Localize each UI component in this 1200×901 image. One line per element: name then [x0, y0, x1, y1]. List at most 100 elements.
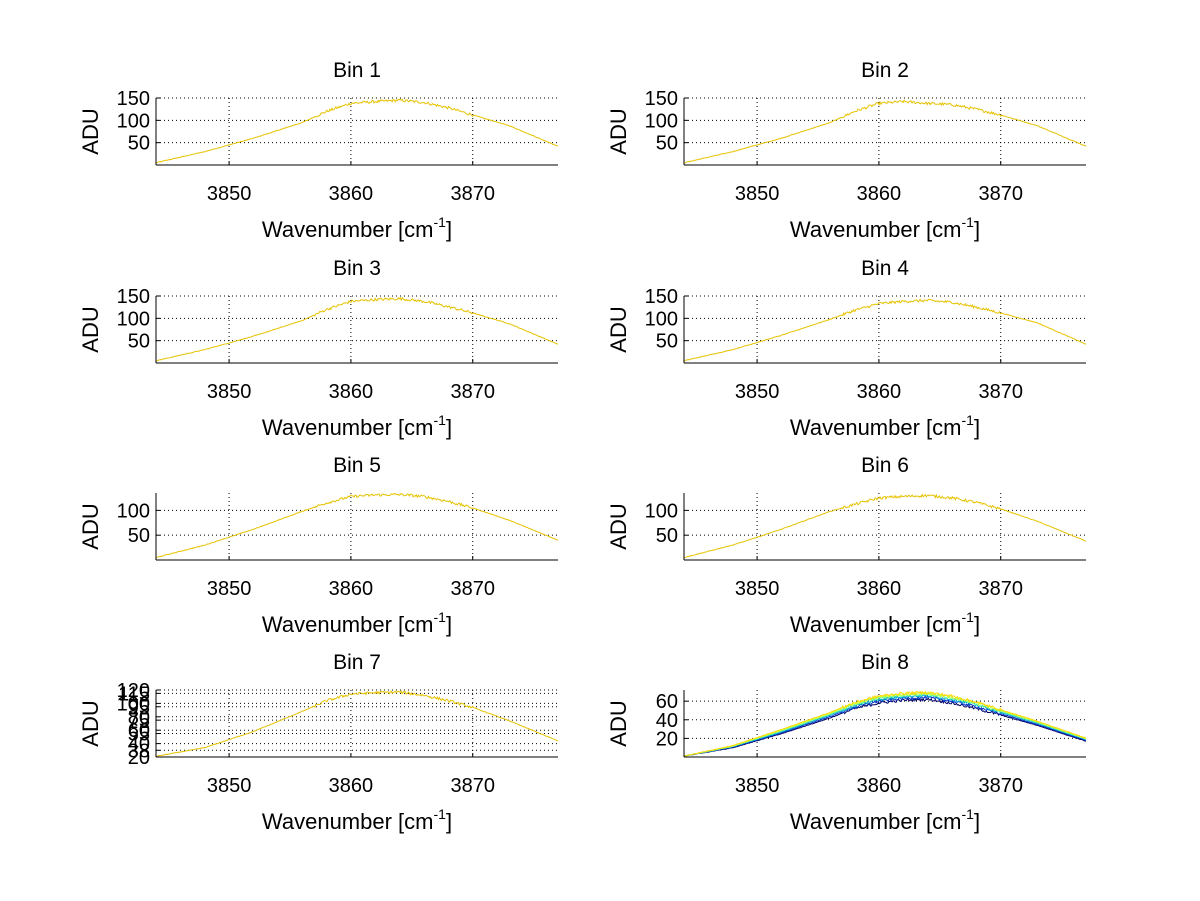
x-tick-label: 3860	[329, 775, 374, 797]
x-tick-label: 3870	[978, 775, 1023, 797]
subplot-title: Bin 3	[333, 257, 381, 280]
subplot-title: Bin 4	[861, 257, 909, 280]
x-axis-label-main: Wavenumber [cm	[790, 415, 962, 440]
y-axis-label: ADU	[606, 108, 631, 154]
x-tick-label: 3850	[735, 381, 780, 403]
x-tick-label: 3860	[857, 775, 902, 797]
x-axis-label: Wavenumber [cm-1]	[790, 609, 980, 637]
x-tick-label: 3860	[857, 381, 902, 403]
plot-area	[684, 296, 1086, 363]
plot-area	[684, 690, 1086, 757]
x-tick-label: 3850	[207, 381, 252, 403]
y-tick-label: 150	[117, 88, 150, 110]
series-line-frame-3	[684, 693, 1086, 757]
x-axis-label-main: Wavenumber [cm	[262, 217, 434, 242]
y-tick-label: 20	[128, 747, 150, 769]
x-tick-label: 3870	[450, 578, 495, 600]
x-axis-label-superscript: -1	[434, 806, 447, 822]
x-tick-label: 3870	[450, 775, 495, 797]
subplot-title: Bin 2	[861, 59, 909, 82]
x-axis-label: Wavenumber [cm-1]	[262, 806, 452, 834]
x-tick-label: 3850	[207, 578, 252, 600]
x-axis-label-suffix: ]	[974, 612, 980, 637]
y-axis-label: ADU	[606, 503, 631, 549]
x-axis-label-suffix: ]	[446, 217, 452, 242]
series-line-spectrum	[156, 493, 558, 558]
y-axis-label: ADU	[606, 306, 631, 352]
y-tick-label: 20	[656, 728, 678, 750]
y-tick-label: 50	[128, 525, 150, 547]
subplot-title: Bin 8	[861, 651, 909, 674]
y-axis-label: ADU	[78, 503, 103, 549]
x-axis-label-suffix: ]	[974, 217, 980, 242]
y-tick-label: 60	[128, 720, 150, 742]
plot-area	[684, 493, 1086, 560]
x-axis-label-superscript: -1	[434, 214, 447, 230]
subplot-bin-5: 3850 3860 3870 50 100 Bin 5 Wavenumber [cm-1] A…	[78, 454, 558, 637]
x-tick-label: 3870	[978, 578, 1023, 600]
y-tick-label: 150	[645, 286, 678, 308]
x-tick-label: 3860	[329, 578, 374, 600]
x-tick-label: 3850	[735, 578, 780, 600]
y-tick-label: 55	[128, 724, 150, 746]
subplot-title: Bin 5	[333, 454, 381, 477]
y-tick-label: 100	[117, 308, 150, 330]
y-tick-label: 150	[645, 88, 678, 110]
x-axis-label-suffix: ]	[446, 612, 452, 637]
x-axis-label-suffix: ]	[974, 809, 980, 834]
x-tick-label: 3870	[450, 183, 495, 205]
y-tick-label: 95	[128, 697, 150, 719]
y-tick-label: 40	[656, 710, 678, 732]
x-axis-label: Wavenumber [cm-1]	[790, 214, 980, 242]
series-line-frame-5	[684, 691, 1086, 757]
y-tick-label: 75	[128, 710, 150, 732]
series-line-spectrum	[684, 99, 1086, 164]
x-tick-label: 3860	[857, 183, 902, 205]
y-tick-label: 50	[656, 133, 678, 155]
y-axis-label: ADU	[606, 700, 631, 746]
x-axis-label-main: Wavenumber [cm	[790, 217, 962, 242]
y-axis-label: ADU	[78, 700, 103, 746]
x-axis-label-superscript: -1	[962, 214, 975, 230]
x-axis-label: Wavenumber [cm-1]	[262, 412, 452, 440]
x-tick-label: 3870	[450, 381, 495, 403]
x-tick-label: 3870	[978, 183, 1023, 205]
y-tick-label: 100	[117, 110, 150, 132]
x-tick-label: 3870	[978, 381, 1023, 403]
x-axis-label-suffix: ]	[974, 415, 980, 440]
subplot-title: Bin 1	[333, 59, 381, 82]
x-axis-label-suffix: ]	[446, 415, 452, 440]
x-axis-label: Wavenumber [cm-1]	[262, 214, 452, 242]
y-tick-label: 80	[128, 707, 150, 729]
x-tick-label: 3860	[329, 381, 374, 403]
x-axis-label-superscript: -1	[962, 412, 975, 428]
y-tick-label: 50	[128, 331, 150, 353]
y-axis-label: ADU	[78, 306, 103, 352]
y-tick-label: 50	[128, 133, 150, 155]
y-tick-label: 50	[656, 331, 678, 353]
x-axis-label-superscript: -1	[434, 412, 447, 428]
x-axis-label-main: Wavenumber [cm	[262, 809, 434, 834]
x-axis-label: Wavenumber [cm-1]	[262, 609, 452, 637]
x-axis-label-main: Wavenumber [cm	[262, 415, 434, 440]
x-axis-label: Wavenumber [cm-1]	[790, 806, 980, 834]
series-line-frame-6	[684, 690, 1086, 757]
x-axis-label-main: Wavenumber [cm	[790, 809, 962, 834]
subplot-bin-6: 3850 3860 3870 50 100 Bin 6 Wavenumber [cm-1] A…	[606, 454, 1086, 637]
y-tick-label: 100	[117, 693, 150, 715]
plot-area	[156, 296, 558, 363]
plot-area	[684, 98, 1086, 165]
y-tick-label: 38	[128, 740, 150, 762]
series-line-spectrum	[684, 298, 1086, 362]
y-tick-label: 40	[128, 734, 150, 756]
series-line-spectrum	[684, 493, 1086, 559]
series-line-spectrum	[156, 98, 558, 164]
y-tick-label: 100	[117, 500, 150, 522]
plot-area	[156, 690, 558, 757]
y-tick-label: 50	[656, 525, 678, 547]
x-tick-label: 3850	[735, 183, 780, 205]
